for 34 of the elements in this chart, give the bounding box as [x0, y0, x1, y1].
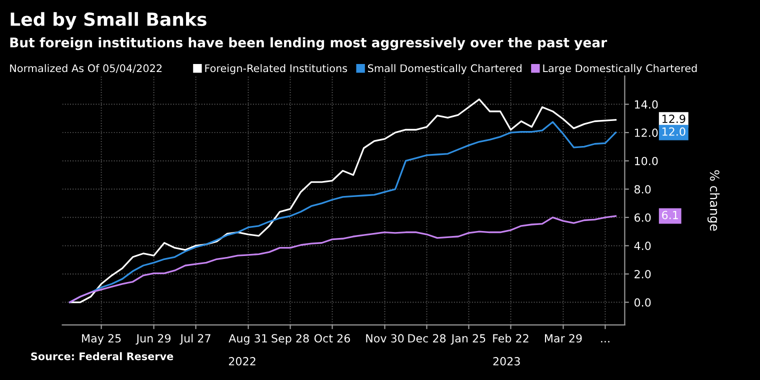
legend-label: Small Domestically Chartered [368, 64, 522, 74]
text: 12.9 [662, 114, 686, 124]
text: 12.0 [662, 127, 686, 136]
y-tick-label: 4.0 [634, 242, 651, 250]
y-tick-label: 14.0 [634, 100, 658, 109]
x-tick-label: Feb 22 [493, 334, 528, 343]
legend-title: Normalized As Of 05/04/2022 [10, 64, 162, 73]
text: 6.1 [662, 210, 678, 220]
line-series [68, 215, 617, 304]
source-note: Source: Federal Reserve [31, 352, 174, 360]
text: 2022 [228, 357, 256, 366]
y-axis-title: % change [708, 170, 720, 231]
x-tick-label: Nov 30 [366, 334, 404, 343]
x-tick-label: Dec 28 [408, 334, 446, 343]
y-tick-label: 10.0 [634, 156, 658, 166]
chart-title: Led by Small Banks [10, 12, 206, 30]
x-tick-label: Jan 25 [450, 334, 486, 345]
legend-label: Foreign-Related Institutions [205, 64, 348, 74]
y-tick-label: 6.0 [634, 213, 651, 222]
chart-subtitle: But foreign institutions have been lending most aggressively over the past year [10, 37, 608, 50]
y-tick-label: 12.0 [634, 128, 658, 137]
x-tick-label: Mar 29 [545, 334, 582, 343]
x-tick-label: Sep 28 [272, 334, 309, 345]
y-tick-label: 2.0 [634, 270, 651, 278]
x-tick-label: Aug 31 [228, 334, 267, 345]
text: 2023 [493, 357, 520, 366]
x-tick-label: Jun 29 [136, 334, 171, 345]
x-tick-label: May 25 [82, 334, 121, 345]
x-tick-label: Oct 26 [314, 334, 350, 343]
legend-label: Large Domestically Chartered [543, 64, 697, 74]
y-tick-label: 8.0 [634, 185, 651, 194]
x-tick-label: Jul 27 [180, 334, 210, 345]
x-tick-label: ... [601, 340, 610, 342]
y-tick-label: 0.0 [634, 298, 651, 307]
